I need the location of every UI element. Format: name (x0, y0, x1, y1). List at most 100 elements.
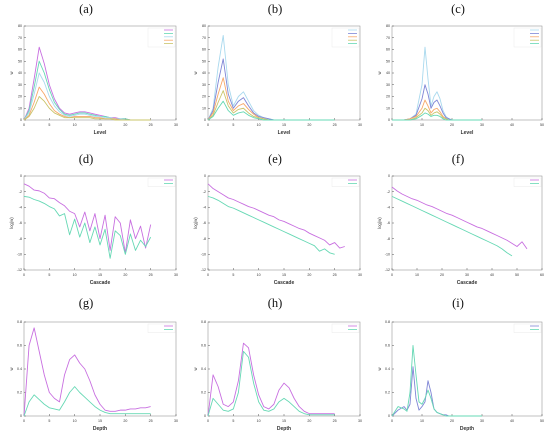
x-tick-label: 15 (282, 273, 286, 277)
panel-letter-f: (f) (451, 152, 465, 166)
series-line-0 (23, 46, 151, 121)
y-tick-label: 0.6 (17, 344, 22, 348)
y-tick-label: 0 (388, 118, 390, 122)
x-tick-label: 0 (23, 123, 25, 127)
y-tick-label: -10 (385, 253, 390, 257)
y-tick-label: 0 (204, 414, 206, 418)
x-tick-label: 10 (73, 123, 77, 127)
x-tick-label: 15 (282, 419, 286, 423)
series-line-0 (391, 366, 482, 417)
y-tick-label: 30 (386, 83, 390, 87)
x-tick-label: 25 (149, 419, 153, 423)
y-tick-label: 0.2 (17, 391, 22, 395)
y-tick-label: 40 (202, 71, 206, 75)
x-tick-label: 20 (123, 273, 127, 277)
y-tick-label: 70 (386, 36, 390, 40)
chart-b: 0 5 10 15 20 25 30 0 10 20 30 40 50 60 70 80 Level w (193, 24, 362, 136)
legend-box (513, 27, 542, 48)
y-tick-label: 50 (18, 59, 22, 63)
x-tick-label: 25 (149, 273, 153, 277)
y-tick-label: 0.2 (385, 391, 390, 395)
panel-letter-e: (e) (268, 152, 282, 166)
y-tick-label: 50 (202, 59, 206, 63)
series-line-0 (392, 46, 482, 121)
y-tick-label: 0.8 (17, 320, 22, 324)
y-tick-label: -6 (387, 221, 390, 225)
series-line-1 (391, 195, 513, 257)
y-tick-label: 20 (386, 95, 390, 99)
y-tick-label: 0 (204, 118, 206, 122)
x-tick-label: 0 (23, 419, 25, 423)
legend-box (513, 177, 542, 187)
y-tick-label: 0.4 (385, 367, 390, 371)
x-tick-label: 25 (333, 273, 337, 277)
y-axis-label: w (377, 367, 382, 371)
x-tick-label: 20 (123, 419, 127, 423)
x-tick-label: 5 (232, 419, 234, 423)
x-tick-label: 20 (450, 123, 454, 127)
y-tick-label: -10 (17, 253, 22, 257)
y-tick-label: -4 (19, 206, 22, 210)
y-axis-label: w (377, 71, 382, 75)
panel-letter-i: (i) (452, 296, 464, 310)
x-tick-label: 40 (490, 273, 494, 277)
x-tick-label: 40 (510, 419, 514, 423)
y-tick-label: -4 (387, 206, 390, 210)
x-axis-label: Level (94, 130, 107, 136)
chart-h: 0 5 10 15 20 25 30 0 0.2 0.4 0.6 0.8 Depth w (193, 320, 362, 432)
y-tick-label: -6 (203, 221, 206, 225)
x-tick-label: 10 (73, 419, 77, 423)
x-tick-label: 5 (48, 123, 50, 127)
y-tick-label: -2 (19, 190, 22, 194)
x-tick-label: 5 (48, 273, 50, 277)
y-tick-label: 0 (20, 118, 22, 122)
y-tick-label: 40 (18, 71, 22, 75)
x-tick-label: 15 (98, 123, 102, 127)
chart-f: 0 10 20 30 40 50 60 0 -2 -4 -6 -8 -10 -12 Cascade log(w… (377, 174, 544, 286)
y-tick-label: -2 (387, 190, 390, 194)
x-axis-label: Level (278, 130, 291, 136)
plot-frame (391, 321, 543, 417)
x-tick-label: 0 (207, 273, 209, 277)
y-tick-label: 0 (204, 174, 206, 178)
x-tick-label: 15 (282, 123, 286, 127)
y-axis-label: w (193, 71, 198, 75)
x-tick-label: 30 (480, 123, 484, 127)
x-tick-label: 10 (73, 273, 77, 277)
y-tick-label: -8 (19, 237, 22, 241)
y-tick-label: -6 (19, 221, 22, 225)
plot-frame (207, 175, 361, 271)
panel-letter-h: (h) (267, 296, 283, 310)
y-tick-label: 0 (20, 174, 22, 178)
series-line-1 (23, 386, 151, 417)
x-tick-label: 0 (23, 273, 25, 277)
chart-e: 0 5 10 15 20 25 30 0 -2 -4 -6 -8 -10 -12 Cascade log(w) (193, 174, 362, 286)
y-tick-label: 20 (202, 95, 206, 99)
y-tick-label: 10 (202, 106, 206, 110)
x-tick-label: 20 (450, 419, 454, 423)
y-tick-label: 0.6 (385, 344, 390, 348)
y-tick-label: -12 (385, 268, 390, 272)
y-tick-label: 60 (386, 48, 390, 52)
legend-box (147, 323, 176, 333)
y-tick-label: -2 (203, 190, 206, 194)
plot-frame (391, 175, 543, 271)
y-tick-label: 0.4 (201, 367, 206, 371)
y-tick-label: -8 (387, 237, 390, 241)
y-axis-label: w (9, 71, 14, 75)
y-tick-label: -12 (201, 268, 206, 272)
x-tick-label: 5 (232, 273, 234, 277)
series-line-4 (23, 96, 151, 121)
x-tick-label: 20 (307, 419, 311, 423)
x-tick-label: 0 (391, 419, 393, 423)
panel-letter-c: (c) (451, 2, 465, 16)
y-tick-label: 20 (18, 95, 22, 99)
x-tick-label: 20 (440, 273, 444, 277)
x-axis-label: Cascade (274, 280, 295, 286)
x-tick-label: 30 (465, 273, 469, 277)
y-tick-label: -10 (201, 253, 206, 257)
y-tick-label: 70 (202, 36, 206, 40)
y-tick-label: 0.8 (201, 320, 206, 324)
x-tick-label: 60 (540, 273, 544, 277)
